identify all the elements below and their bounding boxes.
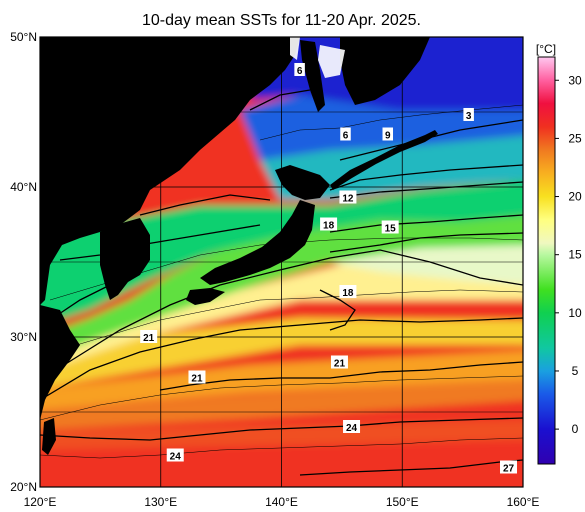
- contour-label-box: [339, 285, 357, 298]
- contour-label-text: 21: [143, 333, 155, 344]
- contour-label-text: 6: [297, 66, 303, 77]
- land: [40, 37, 438, 455]
- contour-label-box: [500, 460, 518, 474]
- contour-label-text: 9: [385, 131, 391, 142]
- colorbar: [°C] 0 5 10 15 20 25 30: [536, 42, 582, 465]
- colorbar-tick-label: 10: [568, 306, 582, 320]
- sakhalin: [300, 40, 325, 112]
- lon-tick-label: 140°E: [265, 495, 298, 509]
- contour-label-box: [294, 63, 305, 76]
- colorbar-tick-label: 25: [568, 131, 582, 145]
- contour-label: 27: [500, 460, 518, 475]
- contour-label: 24: [166, 448, 184, 463]
- contour-label-text: 18: [342, 288, 354, 299]
- colorbar-tick-label: 0: [572, 422, 579, 436]
- colorbar-tick-label: 5: [572, 364, 579, 378]
- contour-24: [40, 417, 523, 441]
- colorbar-bar: [537, 56, 556, 465]
- colorbar-ticks: 0 5 10 15 20 25 30: [555, 73, 582, 436]
- contour-3: [339, 119, 523, 161]
- colorbar-tick-label: 20: [568, 190, 582, 204]
- contour-label: 3: [463, 108, 474, 122]
- contour-12: [59, 214, 523, 261]
- latitude-labels: 20°N 30°N 40°N 50°N: [10, 30, 37, 494]
- sea-ice: [290, 37, 345, 78]
- contour-label-text: 21: [191, 374, 203, 385]
- contour-label-box: [330, 355, 348, 369]
- contour-label-text: 6: [343, 131, 349, 142]
- contour-label-text: 24: [170, 452, 182, 463]
- contour-label-box: [166, 448, 184, 462]
- contour-label-text: 18: [323, 221, 335, 232]
- contour-label-text: 12: [342, 194, 354, 205]
- contour-value-labels: 6 3 6 9 12 18 15 18 21 21 21 24 24 27: [140, 63, 518, 475]
- contour-label-text: 24: [346, 423, 358, 434]
- contour-label-text: 27: [503, 464, 515, 475]
- contour-label-text: 3: [466, 111, 472, 122]
- contour-label-box: [339, 190, 357, 204]
- sst-contours: [40, 89, 523, 476]
- map-title: 10-day mean SSTs for 11-20 Apr. 2025.: [142, 12, 421, 29]
- contour-label-box: [340, 127, 351, 141]
- contour-label-box: [343, 420, 361, 433]
- lat-tick-label: 50°N: [10, 30, 37, 44]
- lat-tick-label: 30°N: [10, 330, 37, 344]
- lon-tick-label: 120°E: [24, 495, 57, 509]
- contour-label-box: [140, 330, 158, 343]
- contour-label: 18: [320, 217, 338, 232]
- hokkaido: [275, 165, 330, 200]
- contour-label: 6: [340, 127, 351, 142]
- kuril-islands: [330, 130, 438, 190]
- contour-label-box: [381, 220, 399, 234]
- map-frame: [39, 36, 524, 488]
- colorbar-tick-label: 15: [568, 248, 582, 262]
- china-coast: [40, 305, 80, 420]
- lon-tick-label: 130°E: [144, 495, 177, 509]
- contour-label: 24: [343, 420, 361, 434]
- longitude-labels: 120°E 130°E 140°E 150°E 160°E: [24, 495, 540, 509]
- contour-6: [249, 89, 523, 191]
- colorbar-tick-label: 30: [568, 73, 582, 87]
- contour-21: [40, 317, 523, 401]
- asia-mainland: [40, 37, 300, 305]
- contour-label: 21: [140, 330, 158, 344]
- contour-label: 12: [339, 190, 357, 205]
- taiwan: [42, 418, 56, 455]
- colorbar-unit: [°C]: [536, 42, 556, 56]
- contour-label-text: 15: [385, 224, 397, 235]
- contour-label-text: 21: [334, 359, 346, 370]
- lat-tick-label: 20°N: [10, 480, 37, 494]
- contour-label: 6: [294, 63, 305, 77]
- honshu: [200, 200, 315, 285]
- contour-label-box: [382, 127, 394, 141]
- lon-tick-label: 150°E: [386, 495, 419, 509]
- contour-label-box: [320, 217, 338, 231]
- contour-label: 9: [382, 127, 394, 142]
- kyushu-shikoku: [186, 288, 225, 305]
- lat-tick-label: 40°N: [10, 180, 37, 194]
- contour-label: 21: [188, 370, 206, 385]
- contour-label: 21: [330, 355, 348, 370]
- contour-label-box: [463, 108, 474, 121]
- contour-18: [40, 249, 523, 381]
- contour-label: 15: [381, 220, 399, 235]
- kamchatka: [340, 37, 430, 105]
- contour-label-box: [188, 370, 206, 384]
- lon-tick-label: 160°E: [507, 495, 540, 509]
- contour-label: 18: [339, 285, 357, 299]
- korea-peninsula: [100, 218, 150, 300]
